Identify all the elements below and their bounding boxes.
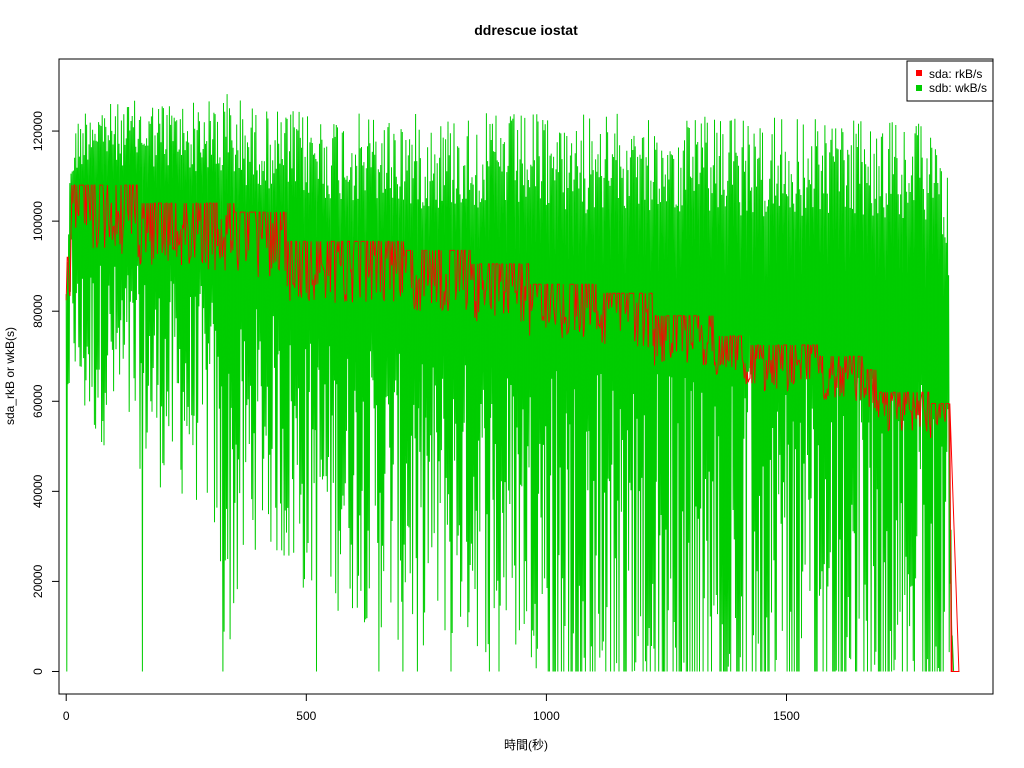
y-tick-label: 0: [31, 668, 45, 675]
x-tick-label: 1500: [773, 709, 800, 723]
x-tick-label: 0: [63, 709, 70, 723]
series-line-sdb-overlay: [65, 100, 954, 672]
x-tick-label: 500: [296, 709, 316, 723]
y-tick-label: 80000: [31, 294, 45, 328]
series-sdb: [65, 94, 960, 672]
legend-swatch-sda: [916, 70, 922, 76]
y-tick-label: 120000: [31, 111, 45, 151]
legend: sda: rkB/s sdb: wkB/s: [906, 60, 994, 102]
y-tick-label: 60000: [31, 384, 45, 418]
plot-area: [65, 94, 960, 672]
legend-box: [906, 60, 994, 102]
y-axis-label: sda_rkB or wkB(s): [3, 327, 17, 425]
y-tick-label: 40000: [31, 474, 45, 508]
x-axis: 0 500 1000 1500: [63, 693, 800, 723]
legend-swatch-sdb: [916, 85, 922, 91]
x-axis-label: 時間(秒): [504, 738, 548, 752]
chart-title: ddrescue iostat: [474, 22, 578, 38]
series-line-sda: [65, 184, 960, 672]
x-tick-label: 1000: [533, 709, 560, 723]
legend-label-sdb: sdb: wkB/s: [929, 81, 987, 95]
y-tick-label: 20000: [31, 564, 45, 598]
y-tick-label: 100000: [31, 201, 45, 241]
y-axis: 0 20000 40000 60000 80000 100000 120000: [31, 111, 60, 675]
series-sda: [65, 100, 960, 672]
legend-label-sda: sda: rkB/s: [929, 67, 982, 81]
series-line-sdb: [65, 94, 960, 672]
